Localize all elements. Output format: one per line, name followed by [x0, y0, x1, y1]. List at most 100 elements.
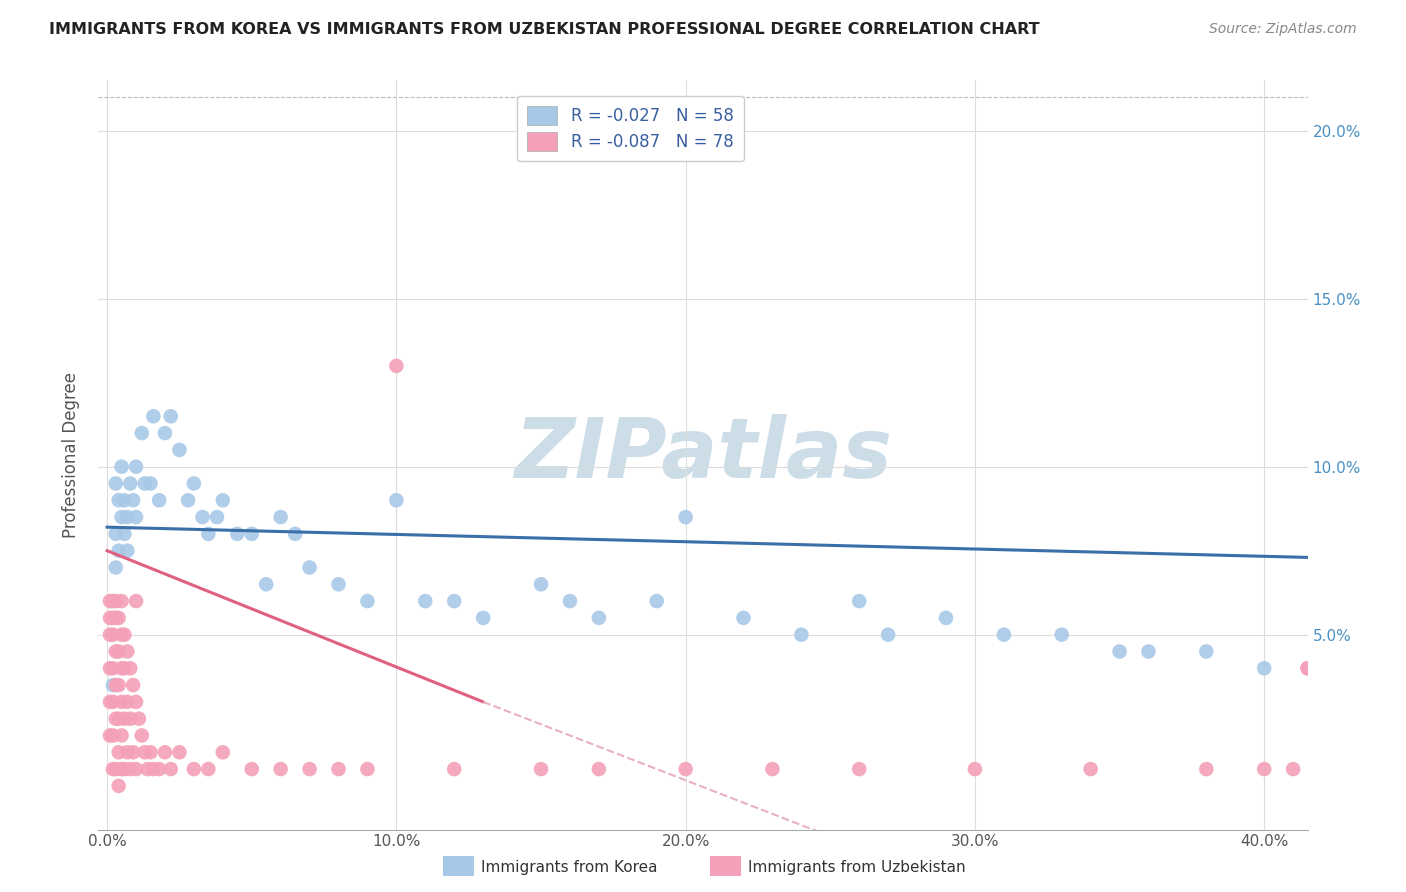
- Point: [197, 527, 219, 541]
- Point: [935, 611, 957, 625]
- Point: [298, 560, 321, 574]
- Point: [110, 510, 132, 524]
- Point: [1195, 762, 1218, 776]
- Point: [284, 527, 307, 541]
- Point: [104, 611, 127, 625]
- Point: [139, 476, 162, 491]
- Point: [356, 594, 378, 608]
- Point: [98, 594, 121, 608]
- Point: [120, 762, 142, 776]
- Point: [117, 543, 139, 558]
- Point: [205, 510, 228, 524]
- Legend: R = -0.027   N = 58, R = -0.087   N = 78: R = -0.027 N = 58, R = -0.087 N = 78: [517, 96, 744, 161]
- Point: [131, 729, 153, 743]
- Point: [183, 762, 205, 776]
- Point: [1108, 644, 1130, 658]
- Point: [136, 762, 159, 776]
- Point: [385, 359, 408, 373]
- Text: Immigrants from Uzbekistan: Immigrants from Uzbekistan: [748, 860, 966, 874]
- Point: [107, 493, 129, 508]
- Point: [1195, 644, 1218, 658]
- Point: [117, 510, 139, 524]
- Point: [530, 762, 553, 776]
- Point: [1296, 661, 1319, 675]
- Point: [110, 661, 132, 675]
- Point: [270, 510, 292, 524]
- Point: [159, 762, 181, 776]
- Point: [120, 712, 142, 726]
- Point: [101, 628, 124, 642]
- Point: [211, 745, 233, 759]
- Point: [120, 476, 142, 491]
- Point: [226, 527, 249, 541]
- Point: [110, 762, 132, 776]
- Point: [117, 644, 139, 658]
- Point: [107, 712, 129, 726]
- Point: [101, 661, 124, 675]
- Point: [114, 762, 136, 776]
- Point: [117, 745, 139, 759]
- Point: [1050, 628, 1073, 642]
- Point: [197, 762, 219, 776]
- Point: [98, 628, 121, 642]
- Point: [107, 644, 129, 658]
- Point: [134, 745, 156, 759]
- Text: ZIPatlas: ZIPatlas: [515, 415, 891, 495]
- Point: [125, 695, 148, 709]
- Point: [790, 628, 813, 642]
- Point: [877, 628, 900, 642]
- Point: [993, 628, 1015, 642]
- Point: [848, 594, 870, 608]
- Point: [101, 611, 124, 625]
- Point: [530, 577, 553, 591]
- Point: [211, 493, 233, 508]
- Point: [101, 594, 124, 608]
- Point: [110, 695, 132, 709]
- Point: [114, 661, 136, 675]
- Point: [298, 762, 321, 776]
- Point: [183, 476, 205, 491]
- Point: [177, 493, 200, 508]
- Point: [104, 644, 127, 658]
- Point: [153, 745, 176, 759]
- Point: [159, 409, 181, 424]
- Point: [107, 611, 129, 625]
- Point: [104, 712, 127, 726]
- Point: [139, 745, 162, 759]
- Point: [148, 493, 170, 508]
- Point: [588, 762, 610, 776]
- Point: [148, 762, 170, 776]
- Y-axis label: Professional Degree: Professional Degree: [62, 372, 80, 538]
- Point: [98, 661, 121, 675]
- Point: [1282, 762, 1305, 776]
- Point: [125, 594, 148, 608]
- Point: [110, 628, 132, 642]
- Point: [588, 611, 610, 625]
- Point: [328, 577, 350, 591]
- Point: [191, 510, 214, 524]
- Point: [558, 594, 581, 608]
- Point: [98, 695, 121, 709]
- Point: [733, 611, 755, 625]
- Point: [107, 678, 129, 692]
- Point: [270, 762, 292, 776]
- Text: Source: ZipAtlas.com: Source: ZipAtlas.com: [1209, 22, 1357, 37]
- Point: [104, 476, 127, 491]
- Point: [385, 493, 408, 508]
- Point: [114, 493, 136, 508]
- Point: [254, 577, 277, 591]
- Point: [134, 476, 156, 491]
- Point: [1080, 762, 1102, 776]
- Point: [240, 527, 263, 541]
- Point: [101, 695, 124, 709]
- Point: [107, 745, 129, 759]
- Point: [104, 527, 127, 541]
- Point: [110, 594, 132, 608]
- Point: [761, 762, 783, 776]
- Point: [1296, 661, 1319, 675]
- Point: [101, 762, 124, 776]
- Point: [104, 594, 127, 608]
- Point: [963, 762, 986, 776]
- Point: [356, 762, 378, 776]
- Point: [443, 762, 465, 776]
